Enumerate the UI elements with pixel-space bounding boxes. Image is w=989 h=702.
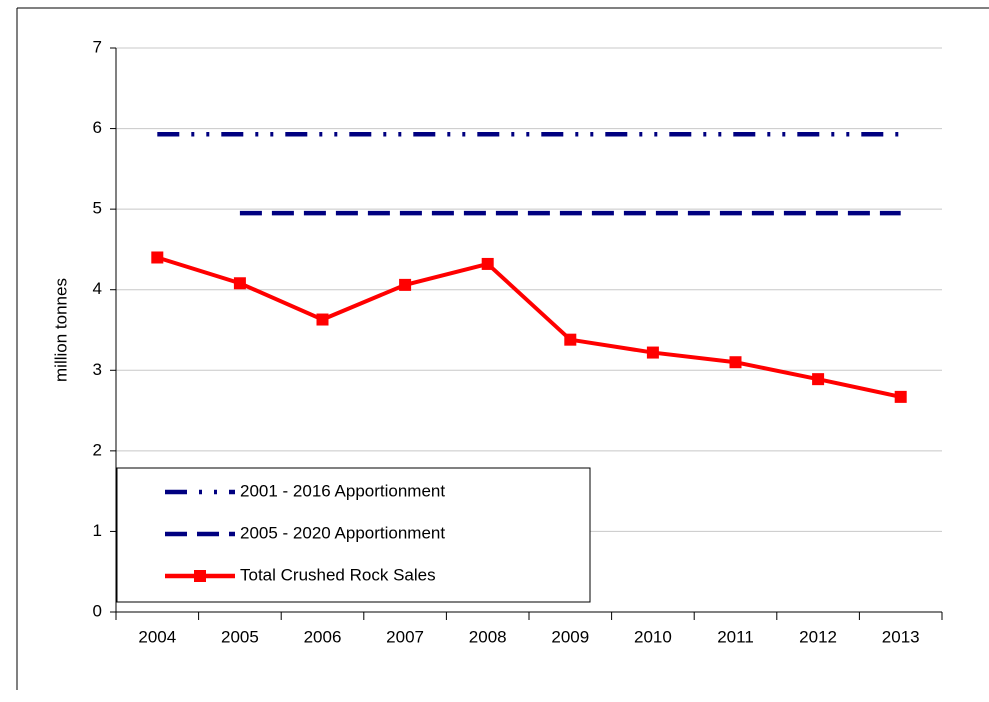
x-tick-label: 2009 xyxy=(551,627,589,646)
point-marker xyxy=(564,333,577,346)
series-line xyxy=(156,255,902,399)
point-marker xyxy=(399,278,412,291)
point-marker xyxy=(812,373,825,386)
y-axis-label: million tonnes xyxy=(51,278,70,382)
x-tick-label: 2013 xyxy=(882,627,920,646)
y-tick-label: 2 xyxy=(93,440,102,459)
y-tick-label: 4 xyxy=(93,279,102,298)
y-tick-label: 1 xyxy=(93,521,102,540)
x-tick-label: 2008 xyxy=(469,627,507,646)
legend-label: 2001 - 2016 Apportionment xyxy=(240,481,445,500)
x-tick-label: 2012 xyxy=(799,627,837,646)
x-tick-label: 2010 xyxy=(634,627,672,646)
legend-marker xyxy=(194,570,206,582)
point-marker xyxy=(481,257,494,270)
point-marker xyxy=(894,390,907,403)
point-marker xyxy=(233,277,246,290)
x-tick-label: 2011 xyxy=(717,627,754,646)
y-tick-label: 3 xyxy=(93,360,102,379)
y-tick-label: 7 xyxy=(93,37,102,56)
legend-label: 2005 - 2020 Apportionment xyxy=(240,523,445,542)
point-marker xyxy=(646,346,659,359)
x-tick-label: 2006 xyxy=(304,627,342,646)
x-tick-label: 2005 xyxy=(221,627,259,646)
point-marker xyxy=(151,251,164,264)
y-tick-label: 0 xyxy=(93,601,102,620)
legend-label: Total Crushed Rock Sales xyxy=(240,565,436,584)
x-tick-label: 2004 xyxy=(138,627,176,646)
point-marker xyxy=(316,313,329,326)
y-tick-label: 6 xyxy=(93,118,102,137)
point-marker xyxy=(729,356,742,369)
x-tick-label: 2007 xyxy=(386,627,424,646)
y-tick-label: 5 xyxy=(93,199,102,218)
